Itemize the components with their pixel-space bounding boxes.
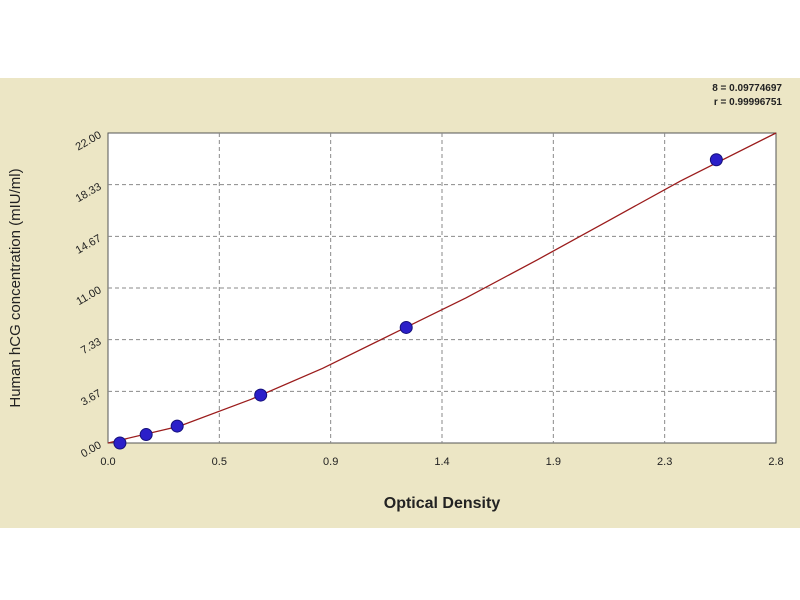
stats-line-1: 8 = 0.09774697 — [712, 83, 782, 94]
data-point — [399, 320, 413, 334]
y-axis-title: Human hCG concentration (mIU/ml) — [7, 168, 24, 407]
x-tick-label: 1.4 — [434, 456, 449, 468]
y-tick-label: 22.00 — [74, 129, 104, 153]
data-points — [113, 153, 723, 450]
stats-line-2: r = 0.99996751 — [713, 97, 782, 108]
y-tick-label: 11.00 — [74, 284, 103, 308]
gridlines — [108, 133, 776, 443]
x-tick-label: 0.0 — [100, 456, 115, 468]
y-tick-label: 14.67 — [74, 233, 104, 257]
data-point — [254, 388, 268, 402]
fit-curve-line — [107, 132, 777, 444]
x-tick-label: 2.3 — [657, 456, 672, 468]
data-point — [139, 428, 153, 442]
y-tick-label: 7.33 — [79, 336, 104, 357]
y-tick-label: 3.67 — [79, 388, 104, 409]
x-tick-label: 0.9 — [323, 456, 338, 468]
x-tick-label: 1.9 — [546, 456, 561, 468]
data-point — [113, 436, 127, 450]
regression-stats: 8 = 0.09774697 r = 0.99996751 — [712, 82, 782, 110]
y-tick-label: 18.33 — [74, 181, 104, 205]
x-tick-labels: 0.0 0.5 0.9 1.4 1.9 2.3 2.8 — [100, 456, 783, 468]
x-axis-title: Optical Density — [384, 495, 501, 512]
data-point — [170, 419, 184, 433]
x-tick-label: 2.8 — [768, 456, 783, 468]
x-tick-label: 0.5 — [212, 456, 227, 468]
data-point — [709, 153, 723, 167]
fit-curve — [107, 132, 777, 444]
